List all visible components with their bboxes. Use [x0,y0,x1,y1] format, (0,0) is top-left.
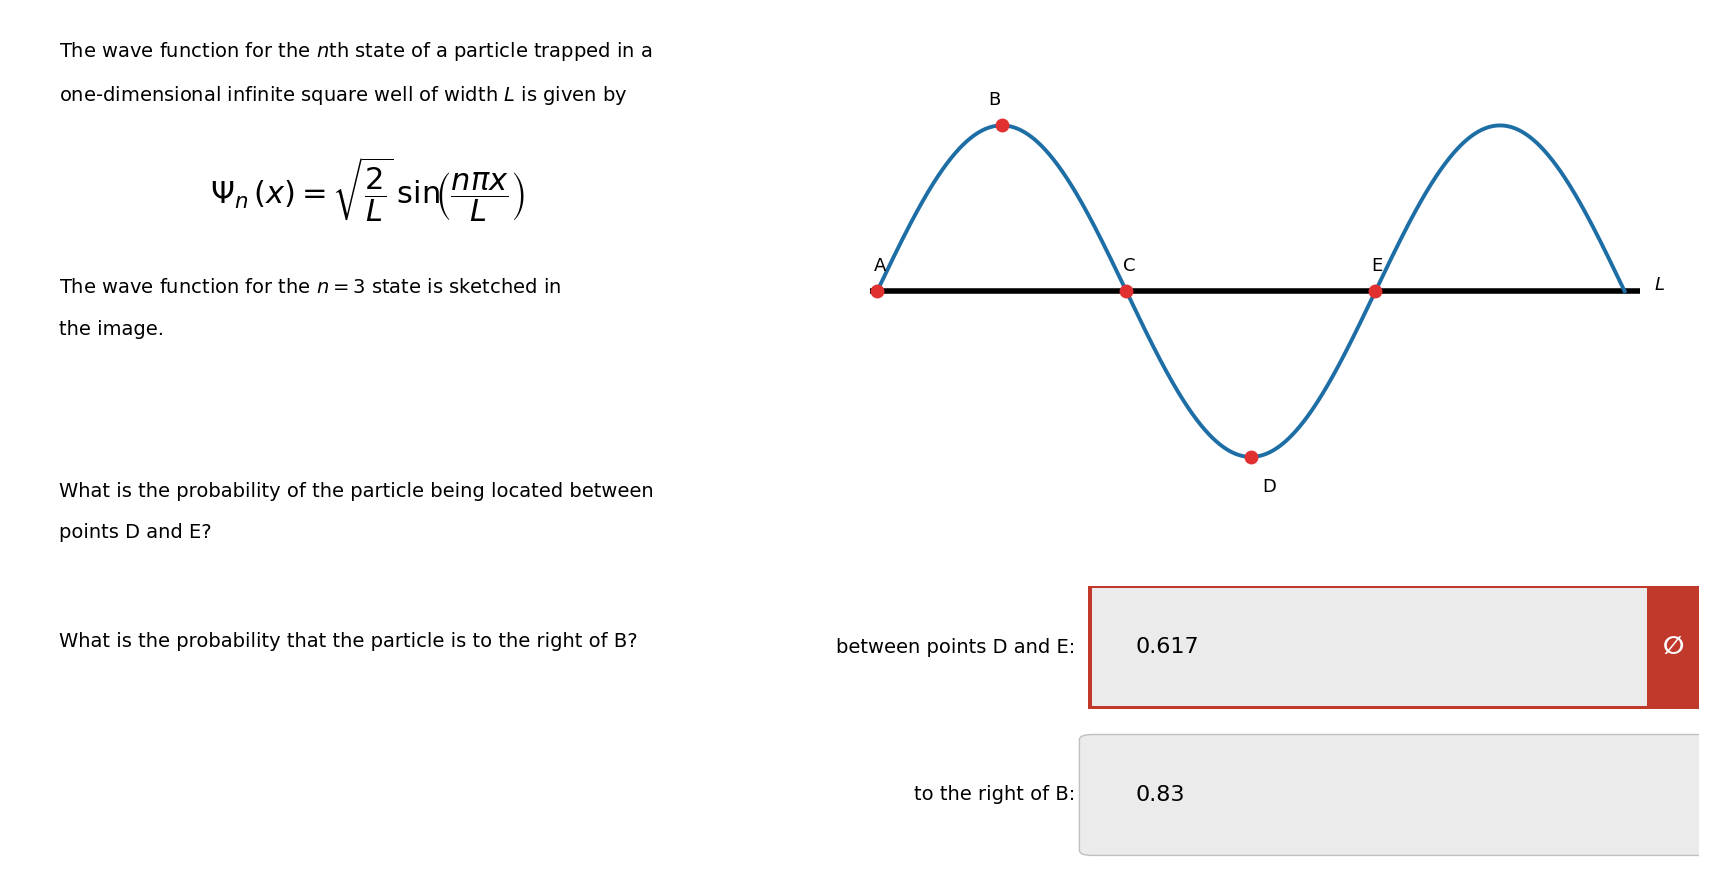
Text: $\Psi_n\,(x) = \sqrt{\dfrac{2}{L}}\,\mathrm{sin}\!\left(\dfrac{n\pi x}{L}\right): $\Psi_n\,(x) = \sqrt{\dfrac{2}{L}}\,\mat… [210,155,525,224]
Text: B: B [988,91,1001,109]
FancyBboxPatch shape [1079,735,1711,856]
Text: between points D and E:: between points D and E: [836,637,1075,657]
Text: D: D [1262,478,1276,497]
Text: 0.83: 0.83 [1136,785,1186,805]
Text: C: C [1122,256,1136,275]
Text: What is the probability of the particle being located between: What is the probability of the particle … [59,482,654,500]
Text: E: E [1372,256,1384,275]
Text: 0.617: 0.617 [1136,637,1200,657]
Text: one-dimensional infinite square well of width $L$ is given by: one-dimensional infinite square well of … [59,84,628,107]
Text: A: A [874,256,886,275]
Text: What is the probability that the particle is to the right of B?: What is the probability that the particl… [59,632,636,651]
Text: $L$: $L$ [1654,276,1665,293]
Text: ∅: ∅ [1663,636,1684,659]
Bar [1089,586,1703,709]
Text: points D and E?: points D and E? [59,523,212,542]
Text: The wave function for the $n$th state of a particle trapped in a: The wave function for the $n$th state of… [59,40,652,63]
Text: The wave function for the $n = 3$ state is sketched in: The wave function for the $n = 3$ state … [59,278,560,297]
Bar [1092,589,1647,706]
Text: to the right of B:: to the right of B: [914,786,1075,804]
Text: the image.: the image. [59,320,163,339]
